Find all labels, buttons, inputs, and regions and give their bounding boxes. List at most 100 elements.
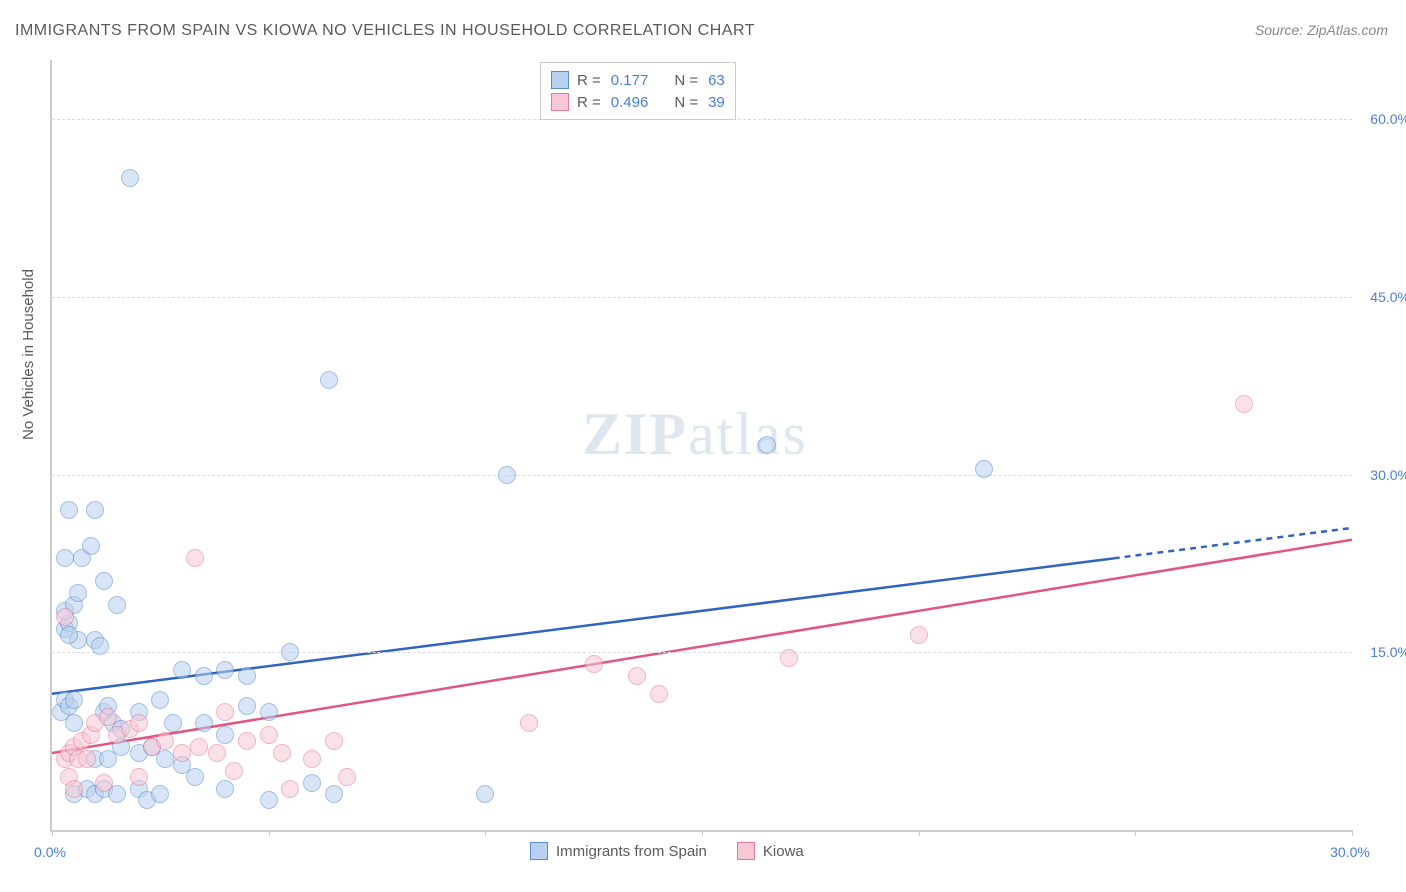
scatter-point <box>173 661 191 679</box>
scatter-point <box>320 371 338 389</box>
xtick <box>269 830 270 836</box>
legend-corr-row: R = 0.177 N = 63 <box>551 69 725 91</box>
scatter-point <box>56 549 74 567</box>
trend-line-solid <box>52 540 1352 753</box>
scatter-point <box>86 501 104 519</box>
scatter-point <box>60 626 78 644</box>
scatter-point <box>195 667 213 685</box>
r-value: 0.496 <box>611 94 649 111</box>
scatter-point <box>164 714 182 732</box>
scatter-point <box>190 738 208 756</box>
scatter-point <box>216 661 234 679</box>
r-label: R = <box>577 72 601 89</box>
scatter-point <box>60 501 78 519</box>
scatter-point <box>69 584 87 602</box>
n-value: 39 <box>708 94 725 111</box>
xtick <box>1352 830 1353 836</box>
trend-line-dashed <box>1114 528 1352 558</box>
scatter-point <box>338 768 356 786</box>
n-label: N = <box>674 94 698 111</box>
r-label: R = <box>577 94 601 111</box>
scatter-point <box>238 732 256 750</box>
scatter-point <box>216 703 234 721</box>
watermark-rest: atlas <box>688 401 808 467</box>
ytick-label: 15.0% <box>1370 644 1406 660</box>
scatter-point <box>78 750 96 768</box>
xtick <box>1135 830 1136 836</box>
scatter-point <box>95 572 113 590</box>
legend-swatch <box>551 93 569 111</box>
legend-series-item: Kiowa <box>737 842 804 860</box>
scatter-point <box>99 708 117 726</box>
scatter-point <box>238 697 256 715</box>
scatter-point <box>156 732 174 750</box>
xtick <box>485 830 486 836</box>
scatter-point <box>325 732 343 750</box>
chart-title: IMMIGRANTS FROM SPAIN VS KIOWA NO VEHICL… <box>15 22 755 40</box>
plot-area: ZIPatlas 15.0%30.0%45.0%60.0% <box>50 60 1352 832</box>
gridline-h <box>52 475 1352 476</box>
xtick <box>702 830 703 836</box>
legend-series-label: Kiowa <box>763 843 804 860</box>
scatter-point <box>260 726 278 744</box>
source-label: Source: ZipAtlas.com <box>1255 22 1388 38</box>
legend-swatch <box>551 71 569 89</box>
scatter-point <box>238 667 256 685</box>
scatter-point <box>130 768 148 786</box>
scatter-point <box>1235 395 1253 413</box>
xtick <box>919 830 920 836</box>
scatter-point <box>216 780 234 798</box>
scatter-point <box>476 785 494 803</box>
scatter-point <box>303 774 321 792</box>
r-value: 0.177 <box>611 72 649 89</box>
legend-swatch <box>737 842 755 860</box>
ytick-label: 60.0% <box>1370 111 1406 127</box>
scatter-point <box>216 726 234 744</box>
n-value: 63 <box>708 72 725 89</box>
scatter-point <box>325 785 343 803</box>
scatter-point <box>82 537 100 555</box>
scatter-point <box>585 655 603 673</box>
xtick-label: 30.0% <box>1330 844 1370 860</box>
legend-correlation: R = 0.177 N = 63 R = 0.496 N = 39 <box>540 62 736 120</box>
scatter-point <box>498 466 516 484</box>
scatter-point <box>780 649 798 667</box>
legend-swatch <box>530 842 548 860</box>
ytick-label: 45.0% <box>1370 289 1406 305</box>
scatter-point <box>208 744 226 762</box>
scatter-point <box>225 762 243 780</box>
scatter-point <box>186 549 204 567</box>
y-axis-label: No Vehicles in Household <box>20 269 37 440</box>
scatter-point <box>173 744 191 762</box>
scatter-point <box>186 768 204 786</box>
watermark-bold: ZIP <box>582 401 688 467</box>
scatter-point <box>281 643 299 661</box>
scatter-point <box>273 744 291 762</box>
xtick-label: 0.0% <box>34 844 66 860</box>
scatter-point <box>910 626 928 644</box>
scatter-point <box>260 703 278 721</box>
scatter-point <box>91 637 109 655</box>
scatter-point <box>121 169 139 187</box>
scatter-point <box>130 714 148 732</box>
n-label: N = <box>674 72 698 89</box>
scatter-point <box>281 780 299 798</box>
legend-corr-row: R = 0.496 N = 39 <box>551 91 725 113</box>
legend-series-item: Immigrants from Spain <box>530 842 707 860</box>
scatter-point <box>95 774 113 792</box>
scatter-point <box>108 596 126 614</box>
gridline-h <box>52 652 1352 653</box>
scatter-point <box>520 714 538 732</box>
watermark: ZIPatlas <box>582 400 808 469</box>
xtick <box>52 830 53 836</box>
legend-series-label: Immigrants from Spain <box>556 843 707 860</box>
scatter-point <box>151 691 169 709</box>
scatter-point <box>56 608 74 626</box>
scatter-point <box>195 714 213 732</box>
scatter-point <box>628 667 646 685</box>
scatter-point <box>65 714 83 732</box>
ytick-label: 30.0% <box>1370 467 1406 483</box>
scatter-point <box>975 460 993 478</box>
scatter-point <box>303 750 321 768</box>
gridline-h <box>52 297 1352 298</box>
